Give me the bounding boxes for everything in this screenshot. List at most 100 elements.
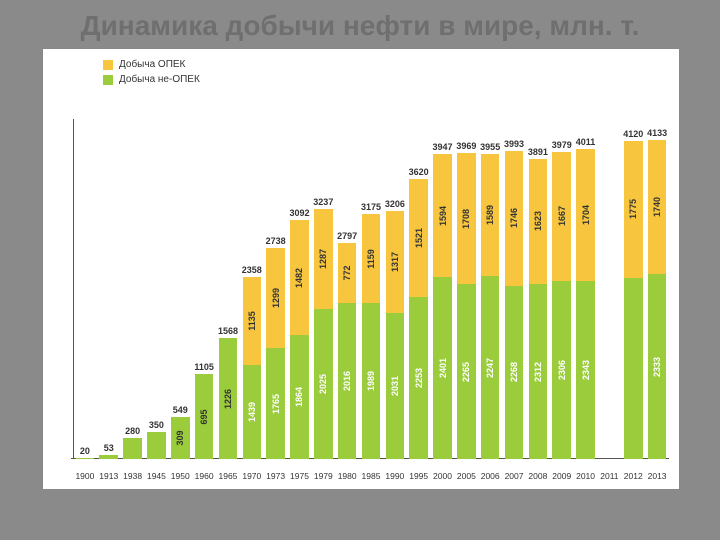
bar-top: 1775 [624, 141, 643, 278]
x-tick-label: 1985 [362, 471, 381, 481]
bar-top: 1740 [648, 140, 667, 274]
bar-total-label: 350 [149, 420, 164, 430]
x-tick-label: 1960 [195, 471, 214, 481]
bar-total-label: 3092 [289, 208, 309, 218]
bar-top: 1521 [409, 179, 428, 297]
bar-top-label: 1287 [318, 249, 328, 269]
bar-bottom: 2268 [505, 286, 524, 460]
bar-total-label: 3993 [504, 139, 524, 149]
x-tick-label: 1980 [338, 471, 357, 481]
bar-total-label: 3620 [409, 167, 429, 177]
bar-bottom-label: 2333 [652, 357, 662, 377]
x-tick-label: 1973 [266, 471, 285, 481]
bar-bottom-label: 1226 [223, 389, 233, 409]
bar-total-label: 1568 [218, 326, 238, 336]
bar-bottom-label: 2025 [318, 374, 328, 394]
bar-bottom [624, 278, 643, 459]
bar-top: 772 [338, 243, 357, 303]
bar-top: 1482 [290, 220, 309, 335]
x-tick-label: 2012 [624, 471, 643, 481]
bar-bottom-label: 695 [199, 409, 209, 424]
bar-top-label: 772 [342, 265, 352, 280]
x-tick-label: 2000 [433, 471, 452, 481]
bar-top-label: 1740 [652, 197, 662, 217]
bar-bottom [99, 455, 118, 459]
bar-total-label: 2358 [242, 265, 262, 275]
bar-top-label: 1589 [485, 205, 495, 225]
bar-bottom: 2016 [338, 303, 357, 459]
bar-bottom: 2312 [529, 284, 548, 459]
bar-top: 1287 [314, 209, 333, 308]
bar-bottom-label: 2306 [557, 360, 567, 380]
bar-top-label: 1704 [581, 205, 591, 225]
x-tick-label: 1979 [314, 471, 333, 481]
x-tick-label: 1970 [242, 471, 261, 481]
bar-bottom-label: 2343 [581, 360, 591, 380]
bar-bottom: 2247 [481, 276, 500, 459]
legend-item-opec: Добыча ОПЕК [103, 59, 200, 70]
bar-bottom: 2265 [457, 284, 476, 459]
bar-total-label: 1105 [194, 362, 214, 372]
bar-top: 1135 [243, 277, 262, 365]
bar-top: 1704 [576, 149, 595, 281]
x-tick-label: 2011 [600, 471, 618, 481]
bar-total-label: 3891 [528, 147, 548, 157]
bar-top: 1708 [457, 153, 476, 285]
bar-bottom: 2253 [409, 297, 428, 459]
bar-bottom-label: 2265 [461, 362, 471, 382]
bar-bottom: 2333 [648, 274, 667, 459]
bar-bottom-label: 1989 [366, 371, 376, 391]
x-tick-label: 2006 [481, 471, 500, 481]
x-axis-labels: 1900191319381945195019601965197019731975… [73, 463, 669, 481]
bar-bottom-label: 1765 [271, 394, 281, 414]
bar-bottom-label: 1864 [294, 387, 304, 407]
bar-top-label: 1775 [628, 199, 638, 219]
legend-label-opec: Добыча ОПЕК [119, 59, 185, 70]
bar-bottom-label: 2016 [342, 371, 352, 391]
bar-total-label: 3969 [456, 141, 476, 151]
bar-bottom-label: 1439 [247, 402, 257, 422]
x-tick-label: 1913 [99, 471, 118, 481]
legend: Добыча ОПЕК Добыча не-ОПЕК [103, 59, 200, 89]
bar-total-label: 3955 [480, 142, 500, 152]
bar-bottom: 2031 [386, 313, 405, 459]
bar-top: 1159 [362, 214, 381, 304]
x-tick-label: 1945 [147, 471, 166, 481]
bar-total-label: 20 [80, 446, 90, 456]
bar-total-label: 3947 [433, 142, 453, 152]
bar-bottom-label: 2401 [438, 358, 448, 378]
bar-total-label: 4011 [576, 137, 596, 147]
x-tick-label: 2010 [576, 471, 595, 481]
bar-total-label: 549 [173, 405, 188, 415]
bar-top-label: 1317 [390, 252, 400, 272]
bar-bottom: 2306 [552, 281, 571, 460]
bar-bottom [123, 438, 142, 460]
bar-bottom: 695 [195, 374, 214, 459]
x-tick-label: 1900 [75, 471, 94, 481]
bar-total-label: 4120 [623, 129, 643, 139]
bar-bottom-label: 2312 [533, 362, 543, 382]
x-tick-label: 1965 [218, 471, 237, 481]
bar-bottom [147, 432, 166, 459]
bar-bottom: 2025 [314, 309, 333, 460]
bar-top: 1746 [505, 151, 524, 286]
x-tick-label: 1975 [290, 471, 309, 481]
bar-total-label: 280 [125, 426, 140, 436]
bar-top-label: 1667 [557, 206, 567, 226]
bar-bottom: 1765 [266, 348, 285, 459]
bar-total-label: 4133 [647, 128, 667, 138]
x-tick-label: 1950 [171, 471, 190, 481]
bar-top-label: 1482 [294, 268, 304, 288]
bar-bottom [76, 458, 95, 460]
bar-top-label: 1623 [533, 211, 543, 231]
chart-area: Добыча ОПЕК Добыча не-ОПЕК 2053280350309… [42, 48, 680, 490]
bar-top: 1623 [529, 159, 548, 284]
bar-top-label: 1708 [461, 208, 471, 228]
bar-total-label: 3206 [385, 199, 405, 209]
bar-bottom: 309 [171, 417, 190, 459]
bar-top-label: 1159 [366, 249, 376, 269]
bar-bottom: 2343 [576, 281, 595, 459]
legend-label-nonopec: Добыча не-ОПЕК [119, 74, 200, 85]
bar-bottom-label: 309 [175, 430, 185, 445]
bar-top-label: 1594 [438, 206, 448, 226]
